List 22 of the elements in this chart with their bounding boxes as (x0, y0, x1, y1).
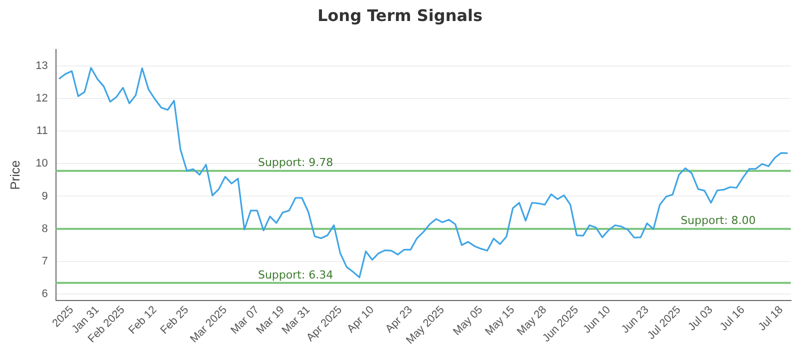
x-tick-label: Feb 25 (158, 304, 192, 337)
chart-title: Long Term Signals (316, 6, 484, 25)
ref-line-label: Support: 6.34 (258, 268, 334, 282)
y-axis-title: Price (7, 160, 22, 190)
ref-line-label: Support: 8.00 (680, 214, 756, 228)
y-tick-label: 13 (36, 60, 48, 72)
y-tick-label: 10 (36, 158, 48, 170)
x-tick-label: Apr 10 (345, 304, 376, 336)
y-tick-label: 7 (42, 255, 48, 268)
y-tick-label: 6 (42, 288, 48, 300)
y-tick-label: 11 (36, 125, 48, 138)
y-tick-label: 8 (42, 222, 48, 235)
x-tick-label: Jun 10 (581, 304, 613, 336)
ref-line-label: Support: 9.78 (258, 156, 334, 170)
y-tick-label: 9 (42, 190, 48, 202)
x-tick-label: May 05 (451, 304, 486, 338)
x-tick-label: Feb 12 (126, 304, 160, 337)
x-tick-label: Jul 18 (756, 304, 786, 334)
y-tick-label: 12 (36, 92, 48, 105)
x-tick-label: Jul 03 (686, 304, 716, 334)
x-tick-label: May 15 (483, 304, 518, 338)
x-tick-label: Jul 16 (718, 304, 748, 334)
